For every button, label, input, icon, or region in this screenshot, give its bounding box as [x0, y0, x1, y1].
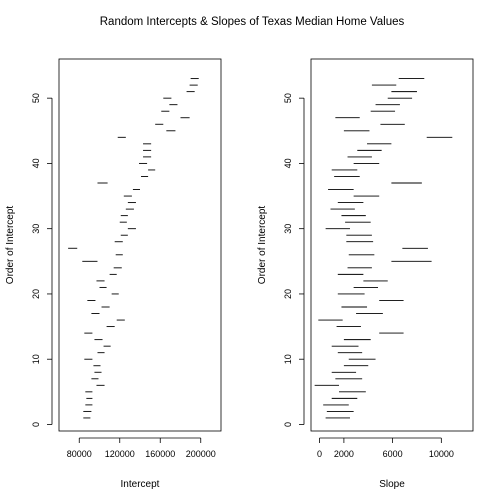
y-tick-label: 50 [31, 93, 41, 103]
y-axis-label: Order of Intercept [5, 206, 16, 285]
x-tick-label: 10000 [429, 449, 454, 459]
plot-frame [58, 58, 222, 432]
y-tick-label: 20 [283, 289, 293, 299]
y-tick-label: 40 [283, 158, 293, 168]
x-tick-label: 160000 [145, 449, 175, 459]
y-tick-label: 40 [31, 158, 41, 168]
y-tick-label: 30 [31, 224, 41, 234]
y-tick-label: 0 [283, 422, 293, 427]
x-axis-label: Slope [379, 479, 405, 490]
y-tick-label: 10 [31, 354, 41, 364]
y-tick-label: 50 [283, 93, 293, 103]
y-tick-label: 20 [31, 289, 41, 299]
y-tick-label: 10 [283, 354, 293, 364]
x-tick-label: 80000 [67, 449, 92, 459]
y-axis-label: Order of Intercept [257, 206, 268, 285]
x-tick-label: 2000 [334, 449, 354, 459]
y-tick-label: 0 [31, 422, 41, 427]
x-axis-label: Intercept [121, 479, 160, 490]
y-tick-label: 30 [283, 224, 293, 234]
x-tick-label: 120000 [105, 449, 135, 459]
right-panel: 0 2000 6000 10000 Slope 0 10 20 30 40 50 Order of I… [257, 58, 474, 490]
x-tick-label: 200000 [186, 449, 216, 459]
plot-frame [310, 58, 474, 432]
left-panel: 80000 120000 160000 200000 Intercept 0 10 20 30 4… [5, 58, 222, 490]
x-tick-label: 6000 [383, 449, 403, 459]
x-tick-label: 0 [317, 449, 322, 459]
chart-title: Random Intercepts & Slopes of Texas Medi… [100, 16, 405, 28]
